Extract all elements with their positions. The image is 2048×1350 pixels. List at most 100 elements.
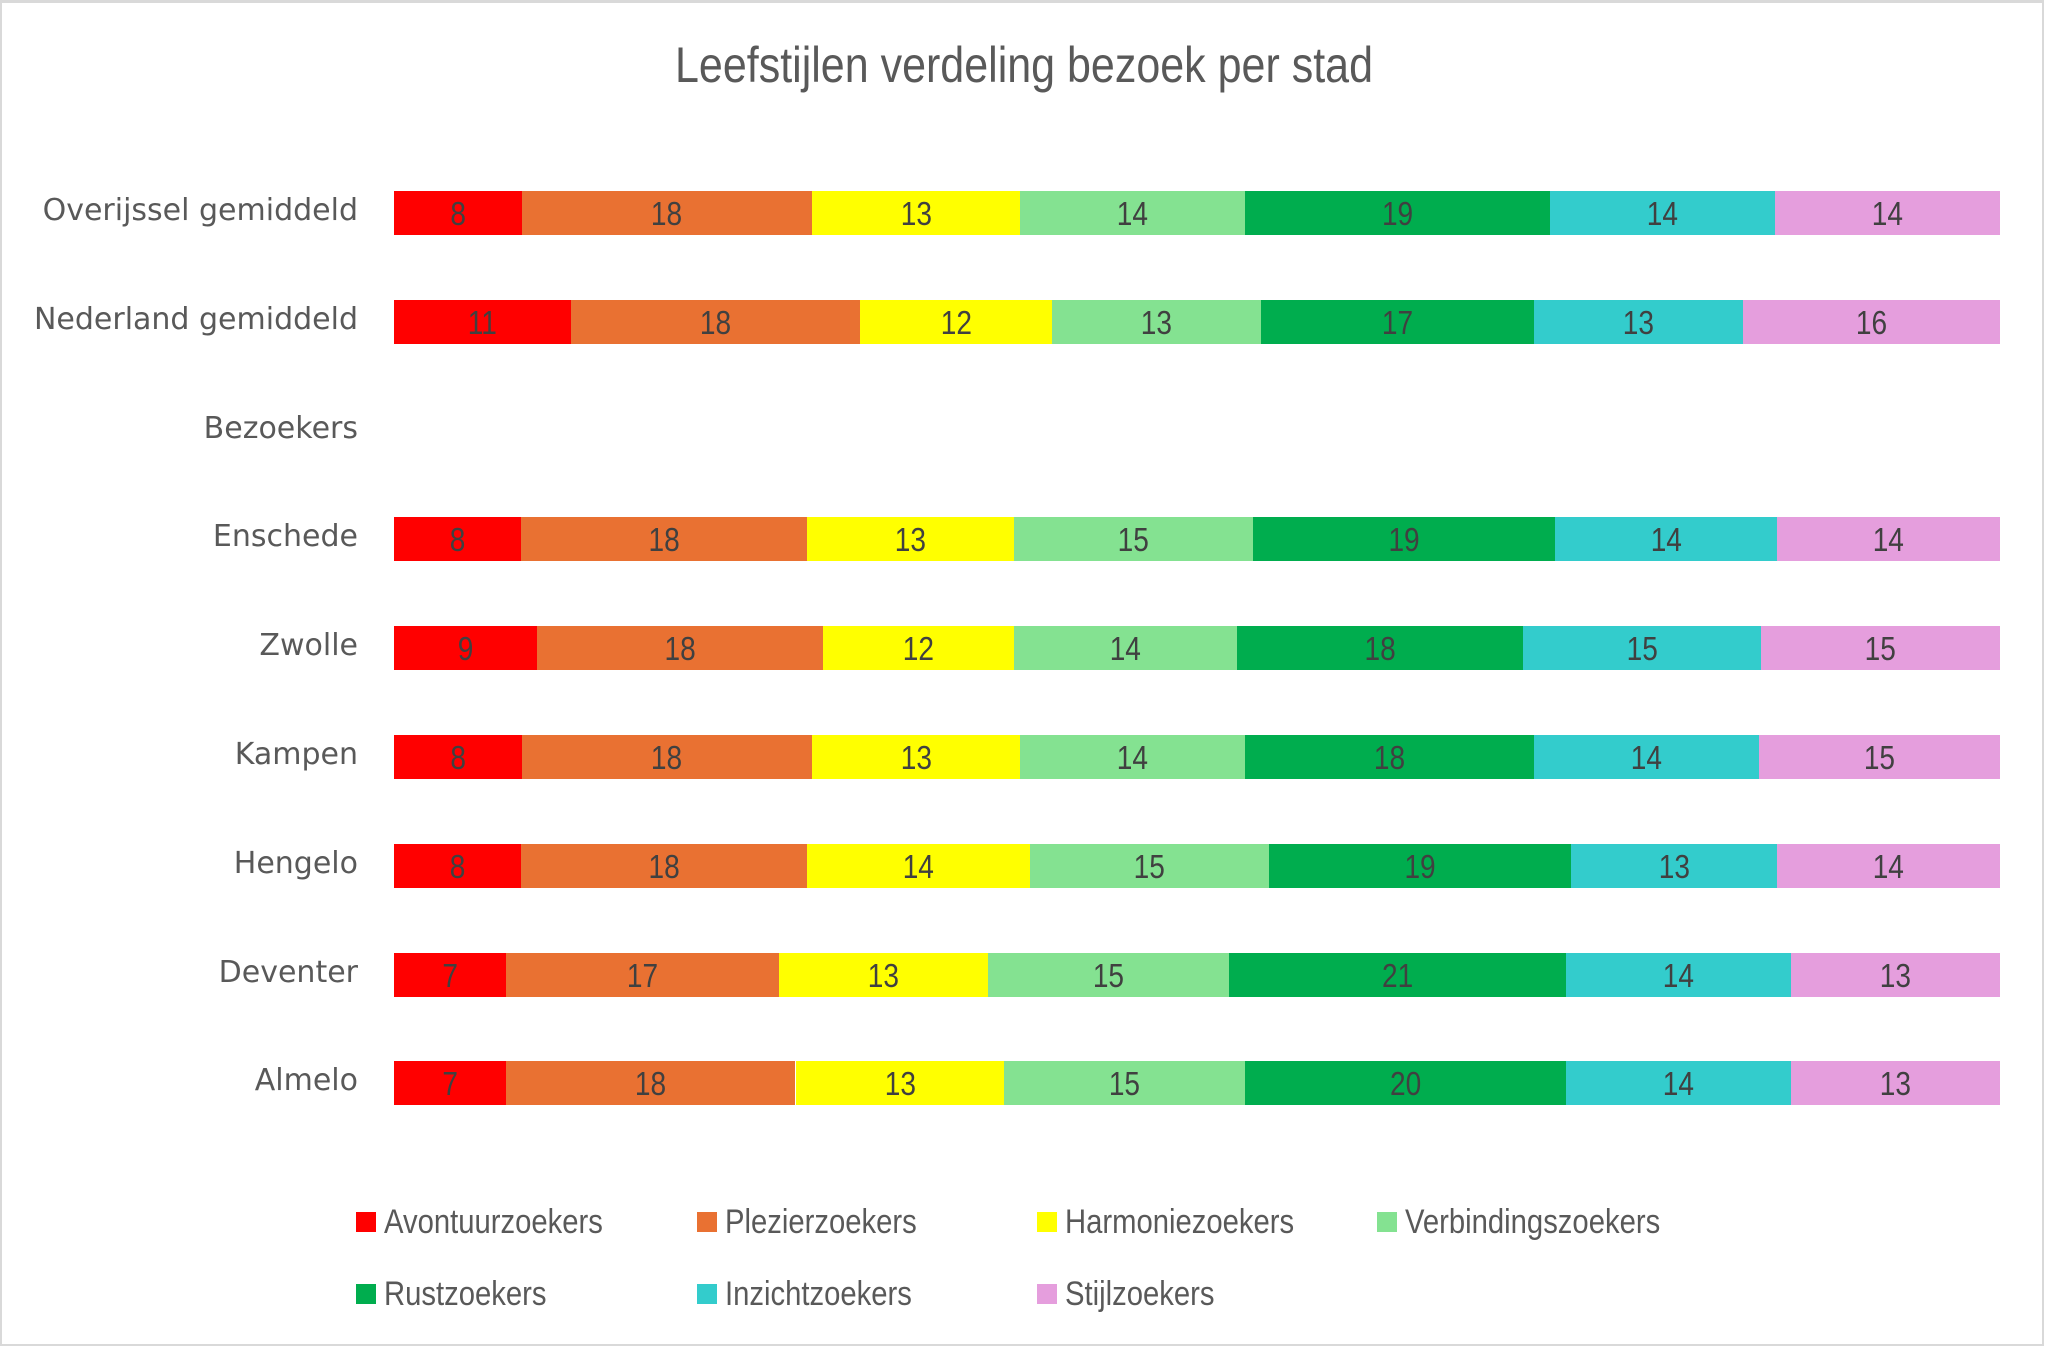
data-label: 8 — [449, 521, 466, 559]
data-label: 11 — [467, 303, 497, 341]
legend-label: Verbindingszoekers — [1405, 1202, 1661, 1241]
legend-item[interactable]: Avontuurzoekers — [356, 1202, 639, 1242]
bar-segment — [1522, 626, 1762, 671]
data-label: 18 — [1374, 739, 1406, 776]
data-label: 18 — [648, 521, 680, 559]
legend-item[interactable]: Inzichtzoekers — [697, 1274, 942, 1314]
data-label: 13 — [895, 521, 927, 559]
bar-segment — [394, 952, 507, 997]
data-label: 16 — [1855, 303, 1888, 341]
data-label: 14 — [1117, 739, 1149, 776]
bar-segment — [1777, 517, 2000, 562]
bar-segment — [1759, 735, 2000, 779]
data-label: 20 — [1390, 1065, 1422, 1103]
data-label: 12 — [940, 303, 972, 341]
category-label: Kampen — [234, 737, 358, 772]
legend-swatch-icon — [1037, 1284, 1057, 1304]
legend-swatch-icon — [1037, 1212, 1057, 1232]
legend-item[interactable]: Harmoniezoekers — [1037, 1202, 1331, 1242]
legend-item[interactable]: Stijlzoekers — [1037, 1274, 1239, 1314]
data-label: 14 — [1650, 521, 1682, 559]
bar-segment — [1570, 843, 1778, 888]
bar-segment — [506, 1061, 796, 1106]
legend-label: Rustzoekers — [384, 1274, 547, 1313]
chart-title: Leefstijlen verdeling bezoek per stad — [675, 37, 1373, 93]
data-label: 19 — [1388, 521, 1420, 559]
legend-item[interactable]: Verbindingszoekers — [1377, 1202, 1702, 1242]
category-label: Almelo — [254, 1063, 358, 1099]
bar-segment — [522, 735, 812, 779]
data-label: 14 — [1871, 195, 1904, 232]
data-label: 15 — [1093, 956, 1125, 994]
bar-segment — [1775, 191, 2000, 235]
bar-segment — [1554, 517, 1778, 562]
data-label: 14 — [903, 847, 935, 885]
bar-segment — [1791, 1061, 2000, 1106]
bar-segment — [807, 843, 1031, 888]
bar-segment — [1229, 952, 1567, 997]
bar-segment — [1236, 626, 1523, 671]
bar-segment — [1743, 299, 2000, 344]
data-label: 13 — [884, 1065, 916, 1103]
data-label: 14 — [1873, 521, 1905, 559]
bar-segment — [394, 735, 523, 779]
data-label: 8 — [450, 739, 467, 776]
data-label: 8 — [450, 195, 467, 232]
bar-segment — [394, 1061, 507, 1106]
data-label: 18 — [635, 1065, 667, 1103]
legend-label: Plezierzoekers — [725, 1202, 917, 1241]
data-label: 13 — [1879, 1065, 1912, 1103]
legend-label: Inzichtzoekers — [725, 1274, 912, 1313]
data-label: 12 — [903, 630, 935, 668]
data-label: 13 — [1658, 847, 1690, 885]
data-label: 14 — [1647, 195, 1679, 232]
bar-segment — [521, 517, 808, 562]
bar-segment — [811, 735, 1021, 779]
bar-segment — [1550, 191, 1776, 235]
legend-label: Avontuurzoekers — [384, 1202, 603, 1241]
bar-segment — [1014, 626, 1237, 671]
bar-segment — [1052, 299, 1262, 344]
legend-swatch-icon — [356, 1212, 376, 1232]
bar-segment — [988, 952, 1230, 997]
data-label: 18 — [651, 195, 683, 232]
bar-segment — [394, 299, 571, 344]
bar-segment — [1261, 299, 1535, 344]
data-label: 15 — [1626, 630, 1658, 668]
legend-item[interactable]: Plezierzoekers — [697, 1202, 948, 1242]
bar-segment — [1761, 626, 2000, 671]
data-label: 15 — [1133, 847, 1165, 885]
category-label: Hengelo — [233, 845, 358, 881]
data-label: 13 — [900, 739, 932, 776]
bar-segment — [811, 191, 1021, 235]
bar-segment — [1014, 517, 1253, 562]
data-label: 15 — [1865, 630, 1897, 668]
bar-segment — [1252, 517, 1555, 562]
legend-item[interactable]: Rustzoekers — [356, 1274, 573, 1314]
category-label: Nederland gemiddeld — [33, 301, 358, 337]
data-label: 13 — [1623, 303, 1655, 341]
data-label: 19 — [1382, 195, 1414, 232]
bar-segment — [570, 299, 860, 344]
bar-segment — [1020, 735, 1246, 779]
bar-segment — [1268, 843, 1571, 888]
data-label: 14 — [1873, 847, 1905, 885]
data-label: 8 — [449, 847, 466, 885]
data-label: 13 — [1141, 303, 1173, 341]
legend-label: Harmoniezoekers — [1065, 1202, 1295, 1241]
bar-segment — [521, 843, 808, 888]
bar-segment — [1534, 735, 1760, 779]
bar-segment — [1245, 1061, 1567, 1106]
data-label: 13 — [900, 195, 932, 232]
data-label: 7 — [442, 1065, 458, 1103]
bar-segment — [537, 626, 824, 671]
data-label: 13 — [868, 956, 900, 994]
legend-swatch-icon — [697, 1212, 717, 1232]
bar-segment — [859, 299, 1053, 344]
data-label: 18 — [1364, 630, 1396, 668]
bar-segment — [1566, 952, 1792, 997]
bar-segment — [1030, 843, 1269, 888]
bar-segment — [522, 191, 812, 235]
category-label: Bezoekers — [203, 410, 358, 446]
bar-segment — [823, 626, 1015, 671]
